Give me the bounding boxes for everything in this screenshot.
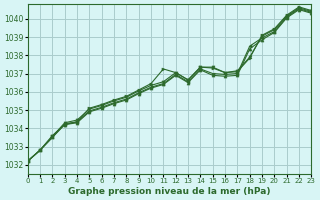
X-axis label: Graphe pression niveau de la mer (hPa): Graphe pression niveau de la mer (hPa)	[68, 187, 271, 196]
